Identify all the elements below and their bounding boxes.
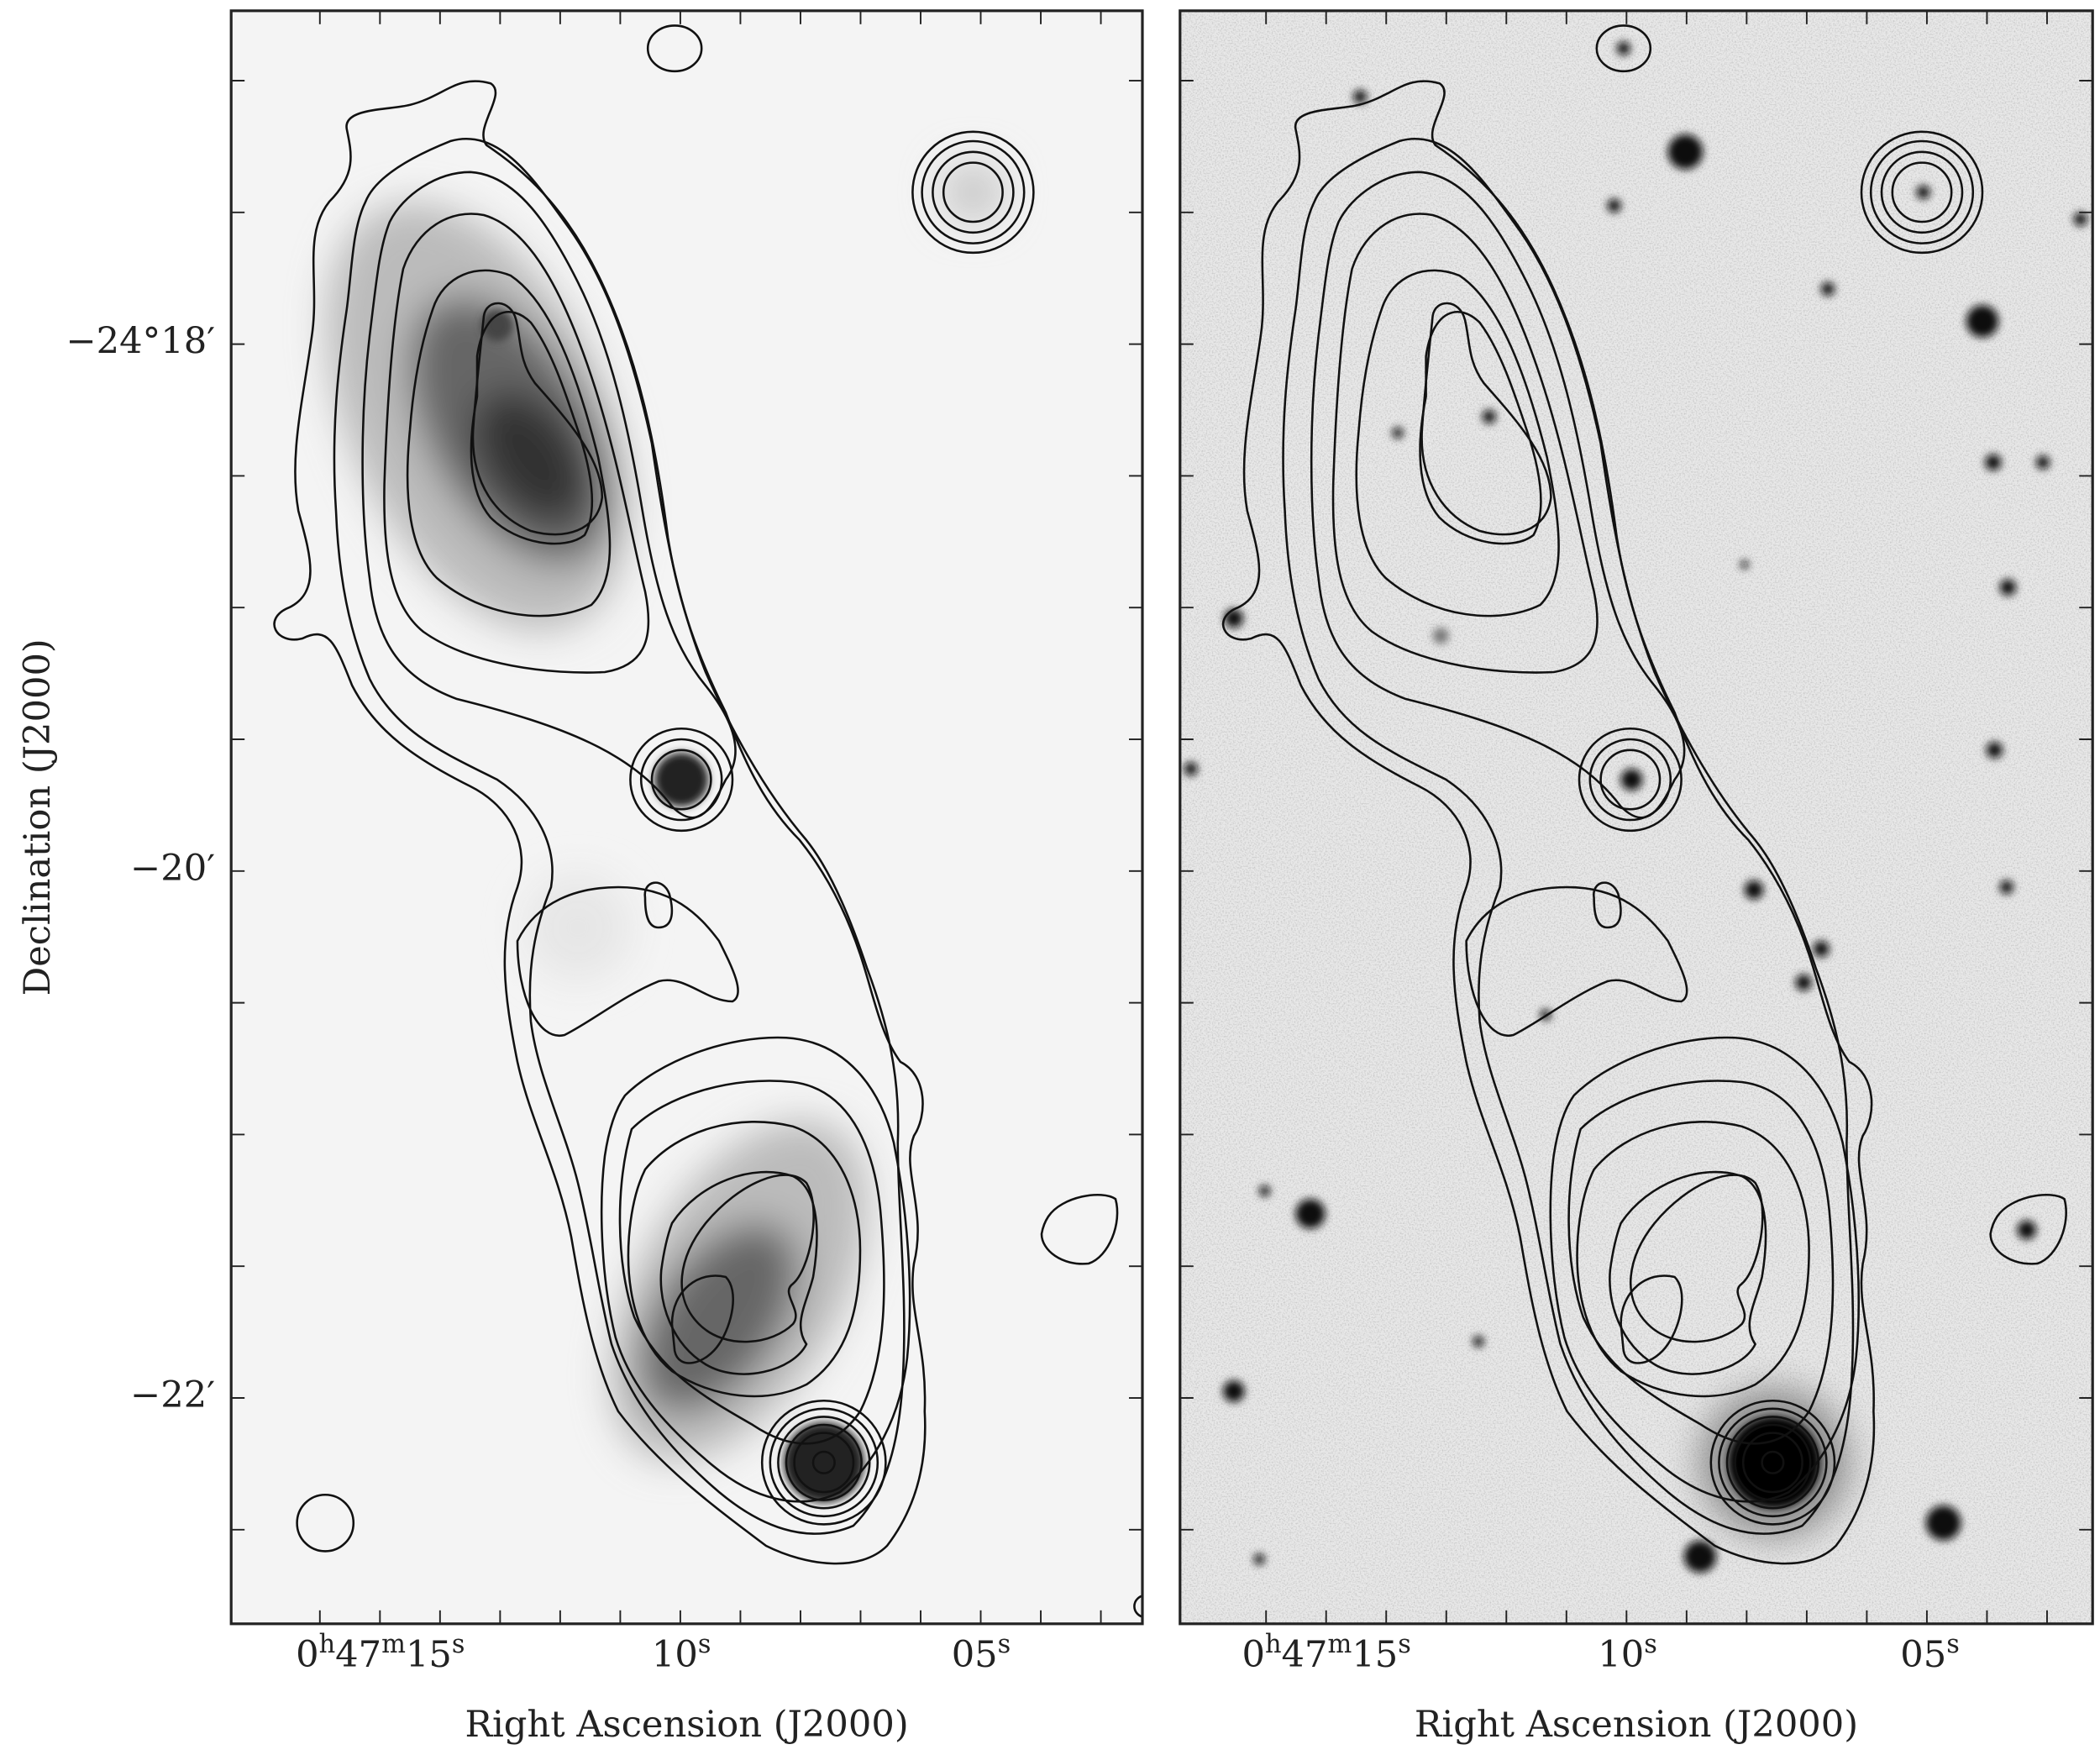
x-tick-label: 10s — [1598, 1630, 1657, 1677]
x-tick-label: 0h47m15s — [1242, 1630, 1410, 1677]
panel-frame — [229, 9, 1144, 1626]
radio-image — [231, 10, 1142, 1624]
x-tick-label: 10s — [652, 1630, 711, 1677]
x-axis-label: Right Ascension (J2000) — [465, 1704, 908, 1746]
panel-frame — [1179, 9, 2094, 1626]
y-tick-label: −20′ — [130, 848, 215, 890]
x-tick-label: 05s — [1900, 1630, 1960, 1677]
y-tick-label: −22′ — [130, 1374, 215, 1416]
optical-image — [1179, 10, 2093, 1624]
x-tick-label: 0h47m15s — [296, 1630, 465, 1677]
y-axis-label: Declination (J2000) — [17, 638, 59, 996]
x-tick-label: 05s — [952, 1630, 1011, 1677]
x-axis-label: Right Ascension (J2000) — [1415, 1704, 1858, 1746]
y-tick-label: −24°18′ — [66, 321, 216, 363]
